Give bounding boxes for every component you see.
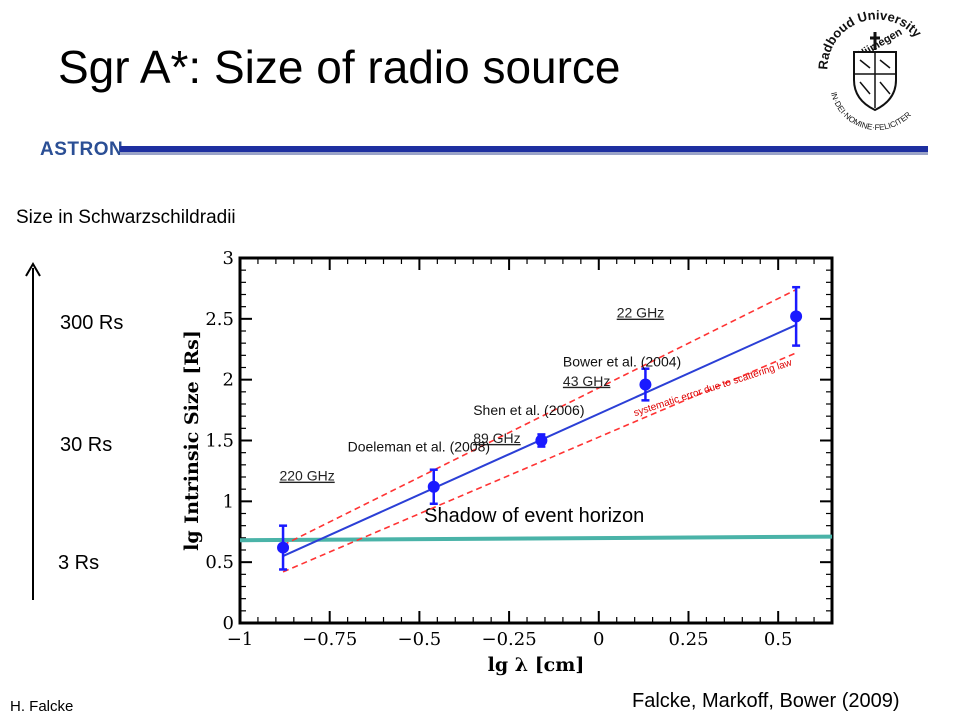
y-tick-label: 1 bbox=[223, 491, 234, 512]
y-tick-label: 3 bbox=[223, 248, 234, 269]
author-credit: H. Falcke bbox=[10, 698, 74, 715]
rs-label-3: 3 Rs bbox=[58, 552, 100, 574]
y-tick-label: 0.5 bbox=[205, 552, 234, 573]
x-tick-label: 0.25 bbox=[668, 629, 708, 650]
y-tick-label: 2.5 bbox=[205, 309, 234, 330]
x-tick-label: 0.5 bbox=[764, 629, 793, 650]
reference-label: Shen et al. (2006) bbox=[473, 402, 584, 418]
y-tick-label: 2 bbox=[223, 370, 234, 391]
data-point bbox=[535, 434, 548, 447]
x-tick-label: −0.25 bbox=[482, 629, 537, 650]
y-tick-label: 0 bbox=[223, 613, 234, 634]
frequency-label: 22 GHz bbox=[617, 305, 664, 321]
astron-logo: ASTRON bbox=[40, 139, 124, 160]
rs-label-300: 300 Rs bbox=[60, 312, 124, 334]
up-arrow-icon bbox=[25, 262, 41, 600]
error-band-line bbox=[282, 352, 797, 573]
data-point bbox=[790, 310, 803, 323]
error-band-line bbox=[282, 288, 797, 546]
frequency-label: 89 GHz bbox=[473, 430, 520, 446]
x-tick-label: −1 bbox=[227, 629, 254, 650]
x-axis-label: lg λ [cm] bbox=[488, 654, 585, 676]
header-divider bbox=[120, 146, 928, 152]
frequency-label: 43 GHz bbox=[563, 373, 610, 389]
x-tick-label: 0 bbox=[593, 629, 604, 650]
data-point bbox=[427, 480, 440, 493]
slide-title: Sgr A*: Size of radio source bbox=[58, 41, 621, 93]
x-tick-label: −0.5 bbox=[398, 629, 442, 650]
frequency-label: 220 GHz bbox=[279, 468, 334, 484]
data-point bbox=[277, 541, 290, 554]
event-horizon-line bbox=[239, 534, 833, 543]
y-axis-label: lg Intrinsic Size [Rs] bbox=[181, 330, 203, 551]
reference-label: Bower et al. (2004) bbox=[563, 353, 681, 369]
x-tick-label: −0.75 bbox=[302, 629, 357, 650]
seal-shield-icon bbox=[853, 32, 897, 112]
reference-label: Doeleman et al. (2008) bbox=[348, 438, 490, 454]
y-tick-label: 1.5 bbox=[205, 431, 234, 452]
size-vs-wavelength-chart: −1 −0.75 −0.5 −0.25 0 0.25 0.5 0 0.5 1 1.5 2 2.5 3 lg … bbox=[181, 248, 834, 676]
size-caption: Size in Schwarzschildradii bbox=[16, 207, 236, 228]
data-point bbox=[639, 378, 652, 391]
citation: Falcke, Markoff, Bower (2009) bbox=[632, 690, 900, 712]
radboud-university-seal: Radboud University Nijmegen IN·DEI·NOMIN… bbox=[815, 7, 925, 132]
rs-label-30: 30 Rs bbox=[60, 434, 113, 456]
event-horizon-label: Shadow of event horizon bbox=[424, 505, 644, 527]
